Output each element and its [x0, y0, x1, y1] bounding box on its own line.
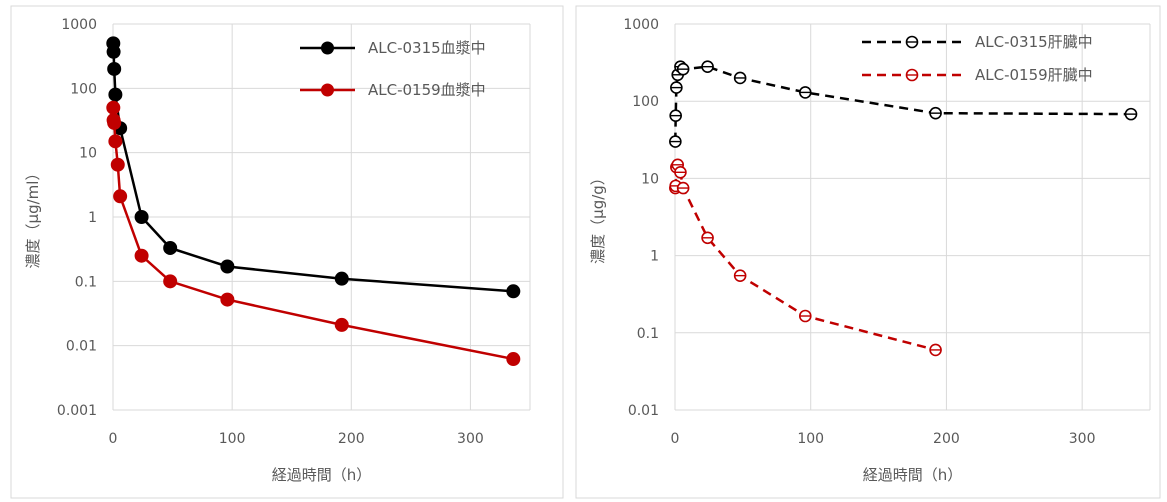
data-point: [334, 271, 349, 286]
data-point: [134, 210, 149, 224]
x-tick-label: 300: [1069, 431, 1096, 447]
x-tick-label: 0: [109, 431, 118, 447]
legend-marker: [321, 83, 334, 97]
x-tick-label: 100: [797, 431, 824, 447]
data-point: [106, 100, 121, 115]
x-tick-label: 300: [457, 431, 484, 447]
chart-frame: [10, 5, 564, 499]
y-tick-label: 1: [650, 249, 659, 265]
x-axis-title: 経過時間（h）: [272, 466, 372, 484]
legend-label: ALC-0315肝臓中: [975, 33, 1093, 51]
data-point: [506, 352, 521, 367]
x-axis-title: 経過時間（h）: [863, 466, 963, 484]
legend-label: ALC-0159肝臓中: [975, 66, 1093, 84]
legend-label: ALC-0315血漿中: [368, 39, 486, 57]
data-point: [107, 61, 122, 76]
y-tick-label: 1000: [623, 17, 659, 33]
y-axis-title: 濃度（μg/ml）: [24, 166, 42, 269]
legend-marker: [321, 41, 334, 55]
data-point: [334, 317, 349, 332]
y-tick-label: 100: [70, 81, 97, 97]
x-tick-label: 0: [671, 431, 680, 447]
data-point: [108, 134, 123, 149]
data-point: [163, 274, 178, 289]
x-tick-label: 100: [219, 431, 246, 447]
chart-1: 0.001 0.01 0.1 1 10 100 1000 0 100 200 300 経過時間（h） 濃…: [10, 5, 564, 499]
data-point: [106, 44, 121, 59]
y-tick-label: 10: [641, 171, 659, 187]
x-tick-label: 200: [933, 431, 960, 447]
data-point: [134, 248, 149, 263]
x-tick-label: 200: [338, 431, 365, 447]
y-tick-label: 0.1: [637, 326, 659, 342]
series-line: [112, 43, 514, 293]
y-axis-title: 濃度（μg/g）: [589, 170, 607, 264]
data-point: [108, 87, 123, 102]
y-tick-label: 1: [88, 210, 97, 226]
y-tick-label: 0.01: [66, 339, 97, 355]
data-point: [110, 157, 125, 172]
chart-2: 0.01 0.1 1 10 100 1000 0 100 200 300 経過時間（h） 濃度（μg/…: [575, 5, 1161, 499]
y-tick-label: 0.01: [628, 403, 659, 419]
data-point: [163, 240, 178, 255]
data-point: [220, 259, 235, 274]
data-point: [506, 284, 521, 299]
data-point: [107, 115, 122, 130]
y-tick-label: 100: [632, 94, 659, 110]
y-tick-label: 0.1: [75, 274, 97, 290]
y-tick-label: 1000: [61, 17, 97, 33]
y-tick-label: 10: [79, 146, 97, 162]
legend-label: ALC-0159血漿中: [368, 81, 486, 99]
data-point: [113, 189, 128, 204]
data-point: [220, 292, 235, 307]
y-tick-label: 0.001: [57, 403, 97, 419]
